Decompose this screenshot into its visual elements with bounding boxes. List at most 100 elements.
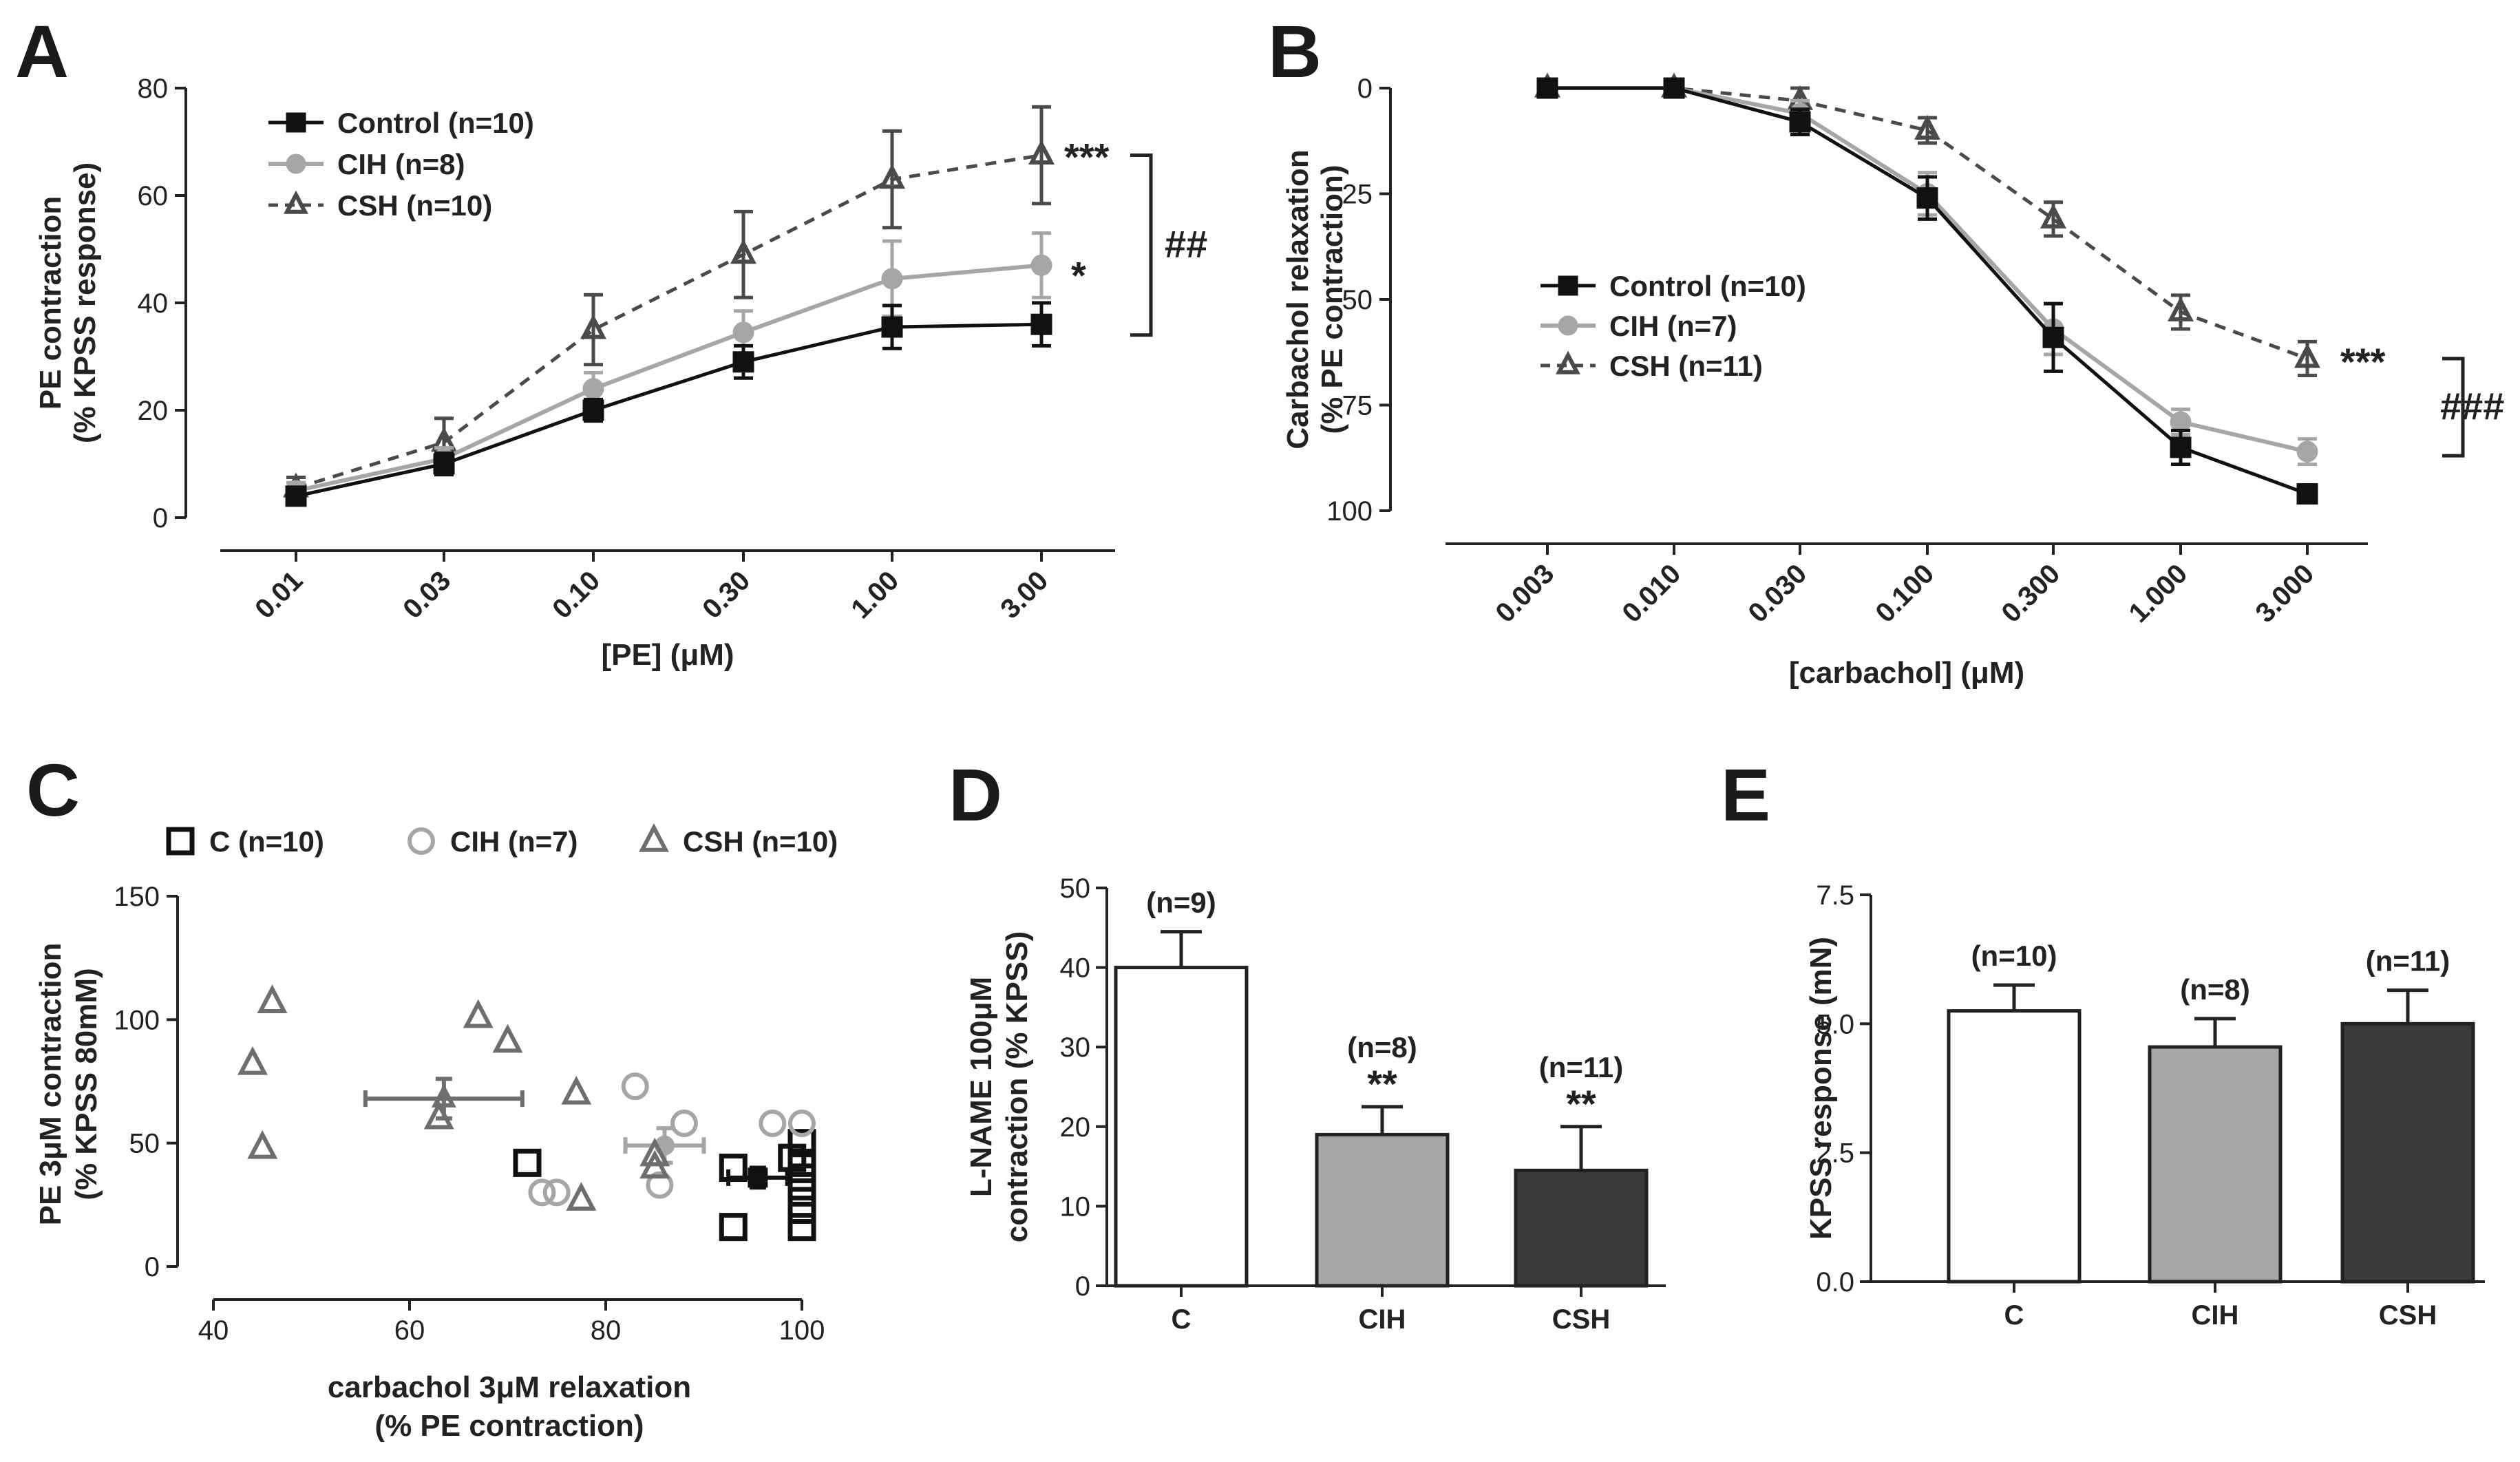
data-point-0: [2042, 326, 2064, 348]
y-tick-label: 20: [138, 396, 169, 426]
y-tick-label: 50: [129, 1129, 160, 1159]
scatter-point-1: [621, 1072, 649, 1101]
y-axis-title: contraction (% KPSS): [1000, 931, 1034, 1242]
data-point-1: [582, 378, 604, 400]
y-tick-label: 0: [153, 503, 168, 533]
x-tick-label: 1.000: [2123, 558, 2193, 628]
data-point-0: [582, 399, 604, 421]
x-tick-label: 0.300: [1995, 558, 2066, 628]
data-point-1: [1030, 254, 1052, 276]
n-label: (n=11): [1539, 1051, 1624, 1083]
significance-marker: *: [1071, 253, 1086, 297]
scatter-point-2: [561, 1075, 592, 1105]
x-tick-label: CSH: [1552, 1304, 1610, 1335]
legend-label-1: CIH (n=7): [450, 825, 578, 858]
data-point-2: [730, 239, 756, 264]
y-tick-label: 30: [1060, 1032, 1091, 1063]
data-point-0: [1789, 111, 1811, 133]
data-point-0: [1030, 313, 1052, 335]
x-tick-label: 60: [394, 1315, 425, 1346]
scatter-point-1: [759, 1109, 787, 1137]
bar: [1315, 1132, 1450, 1288]
scatter-point-1: [646, 1171, 674, 1199]
bar: [1514, 1168, 1649, 1288]
n-label: (n=8): [1347, 1031, 1417, 1063]
scatter-point-1: [788, 1109, 816, 1137]
data-point-2: [2168, 296, 2194, 321]
data-point-0: [1536, 77, 1558, 99]
legend-marker-0: [286, 112, 306, 133]
bar: [2340, 1021, 2475, 1284]
series-line-0: [295, 322, 1042, 498]
scatter-point-1: [542, 1178, 571, 1207]
y-tick-label: 0: [1357, 74, 1373, 104]
x-axis-title: [carbachol] (μM): [1789, 656, 2024, 690]
y-tick-label: 100: [1326, 496, 1373, 527]
y-axis-title: (% PE contraction): [1315, 165, 1349, 434]
legend-label-0: Control (n=10): [337, 107, 534, 139]
scatter-point-2: [237, 1046, 268, 1075]
legend-marker-1: [1558, 315, 1578, 336]
y-tick-label: 0.0: [1816, 1267, 1854, 1297]
panel-a: A 0 20 40 60 80 0.01 0.03 0.10 0.30 1.00 3.00 [PE] …: [15, 10, 1207, 672]
panel-d: D 0 10 20 30 40 50 C CIH CSH L-NAME 100μM contract…: [949, 753, 1666, 1335]
x-tick-label: 80: [591, 1315, 622, 1346]
x-tick-label: C: [1172, 1304, 1192, 1335]
data-point-0: [433, 453, 455, 475]
x-tick-label: 100: [779, 1315, 825, 1346]
scatter-point-2: [463, 999, 494, 1028]
significance-marker: ***: [1064, 136, 1110, 179]
legend-marker-0: [1558, 275, 1578, 296]
panel-c: C 0 50 100 150 40 60 80 100 carbachol 3μM relaxa…: [26, 748, 838, 1443]
x-tick-label: 0.10: [547, 565, 606, 624]
y-tick-label: 20: [1060, 1112, 1091, 1143]
legend-label-2: CSH (n=10): [683, 825, 838, 858]
series-line-2: [295, 153, 1042, 490]
panel-c-label: C: [26, 748, 80, 831]
y-axis-title: Carbachol relaxation: [1281, 149, 1315, 449]
panel-b-label: B: [1268, 10, 1322, 93]
y-tick-label: 2.5: [1816, 1138, 1854, 1169]
y-axis-title: KPSS response (mN): [1804, 937, 1838, 1240]
legend-label-1: CIH (n=7): [1609, 310, 1737, 342]
data-point-2: [2294, 343, 2320, 368]
significance-marker: ***: [2340, 340, 2386, 383]
legend-label-2: CSH (n=10): [337, 189, 492, 222]
y-tick-label: 7.5: [1816, 880, 1854, 911]
legend-marker-2: [1556, 350, 1580, 374]
n-label: (n=11): [2366, 945, 2450, 977]
y-axis-title: PE contraction: [34, 196, 67, 410]
y-tick-label: 150: [114, 882, 160, 912]
y-axis-title: L-NAME 100μM: [964, 977, 998, 1197]
y-tick-label: 0: [1075, 1271, 1090, 1302]
scatter-point-2: [247, 1130, 278, 1159]
x-tick-label: 1.00: [845, 565, 904, 624]
y-tick-label: 80: [138, 74, 169, 104]
scatter-point-2: [257, 984, 288, 1013]
y-axis-title: (% KPSS 80mM): [70, 968, 103, 1200]
significance-marker: ##: [1165, 222, 1207, 266]
x-tick-label: 0.010: [1616, 558, 1686, 628]
mean-point-2: [431, 1083, 456, 1108]
x-tick-label: CIH: [1359, 1304, 1406, 1335]
x-tick-label: C: [2004, 1300, 2024, 1331]
data-point-0: [1663, 77, 1685, 99]
legend-marker-2: [639, 823, 669, 852]
x-tick-label: 3.00: [995, 565, 1054, 624]
n-label: (n=9): [1146, 887, 1216, 919]
x-axis-title: [PE] (μM): [601, 638, 734, 672]
x-tick-label: CIH: [2192, 1300, 2239, 1331]
scatter-point-1: [670, 1109, 698, 1137]
legend-label-1: CIH (n=8): [337, 148, 465, 180]
x-tick-label: 3.000: [2249, 558, 2320, 628]
bar: [2148, 1045, 2283, 1284]
series-line-1: [295, 263, 1042, 493]
x-tick-label: 0.03: [397, 565, 456, 624]
scatter-point-2: [423, 1100, 454, 1130]
scatter-point-0: [719, 1213, 748, 1242]
scatter-point-2: [492, 1024, 523, 1053]
x-tick-label: 0.030: [1742, 558, 1812, 628]
data-point-0: [732, 351, 754, 373]
scatter-point-2: [566, 1182, 597, 1211]
